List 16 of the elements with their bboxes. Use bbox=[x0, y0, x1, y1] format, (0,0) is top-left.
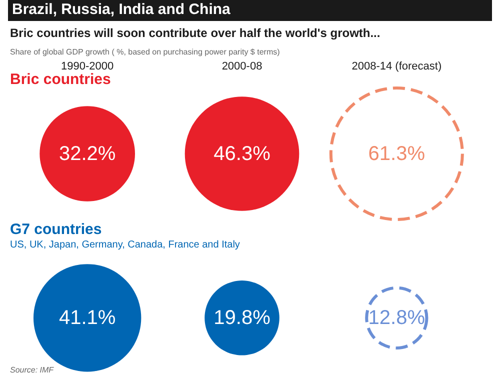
text: Share of global GDP growth ( %, based on purchasing power parity $ terms) bbox=[10, 48, 280, 56]
text: US, UK, Japan, Germany, Canada, France and Italy bbox=[10, 240, 240, 250]
data-label: 41.1% bbox=[58, 306, 116, 329]
data-label: 19.8% bbox=[214, 306, 271, 329]
data-label: 61.3% bbox=[368, 142, 426, 165]
text: Bric countries will soon contribute over half the world's growth... bbox=[10, 26, 380, 40]
source-note: Source: IMF bbox=[10, 366, 55, 374]
data-label: 32.2% bbox=[58, 142, 116, 165]
series-label: G7 countries bbox=[10, 221, 102, 238]
category-label: 2000-08 bbox=[222, 60, 262, 72]
category-label: 1990-2000 bbox=[61, 60, 114, 72]
category-label: 2008-14 (forecast) bbox=[352, 60, 442, 72]
data-label: 46.3% bbox=[214, 142, 271, 165]
data-label: 12.8% bbox=[368, 306, 426, 329]
series-label: Bric countries bbox=[10, 71, 111, 88]
text: Brazil, Russia, India and China bbox=[12, 1, 232, 18]
